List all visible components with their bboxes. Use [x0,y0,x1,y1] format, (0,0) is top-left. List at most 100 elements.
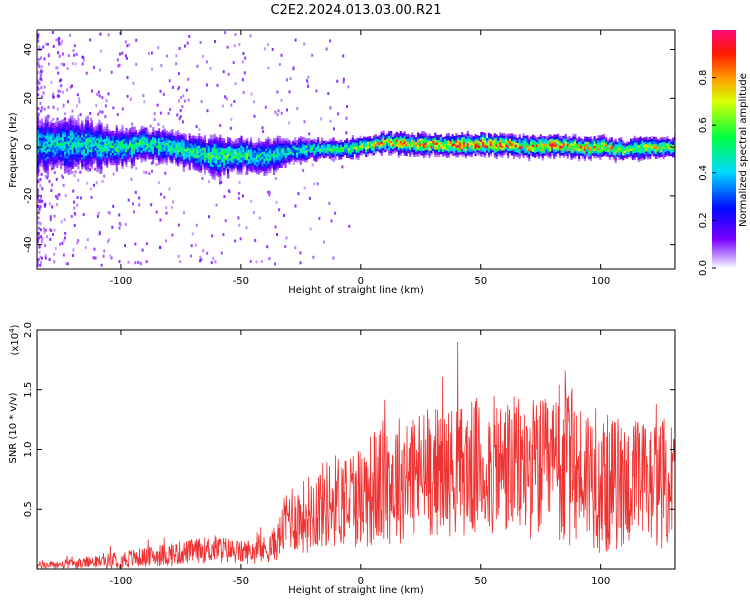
spectrogram-cell [211,149,214,153]
spectrogram-noise-cell [58,54,61,58]
spectrogram-cell [81,125,84,128]
spectrogram-cell [647,144,650,148]
spectrogram-cell [54,161,57,165]
spectrogram-cell [265,158,268,161]
spectrogram-cell [618,140,621,144]
spectrogram-cell [238,157,241,160]
spectrogram-cell [138,146,141,150]
spectrogram-cell [111,138,114,141]
spectrogram-cell [90,127,93,130]
spectrogram-cell [507,153,510,156]
spectrogram-cell [167,156,170,160]
spectrogram-cell [98,134,101,137]
spectrogram-cell [564,138,567,142]
spectrogram-cell [109,150,113,153]
spectrogram-cell [397,135,400,139]
spectrogram-cell [474,143,477,147]
spectrogram-cell [131,139,134,142]
spectrogram-cell [620,139,623,143]
spectrogram-noise-cell [53,171,56,175]
spectrogram-cell [161,151,164,155]
spectrogram-cell [144,142,147,145]
spectrogram-cell [509,143,512,146]
spectrogram-cell [161,139,164,143]
spectrogram-cell [148,139,151,143]
spectrogram-cell [205,167,209,170]
spectrogram-cell [299,140,303,144]
spectrogram-cell [138,134,141,137]
spectrogram-cell [159,149,162,152]
spectrogram-cell [92,161,95,164]
spectrogram-cell [179,144,182,148]
spectrogram-cell [290,151,293,155]
spectrogram-cell [88,156,91,160]
spectrogram-cell [242,147,245,150]
spectrogram-cell [505,139,508,143]
spectrogram-noise-cell [95,104,98,108]
spectrogram-cell [85,153,88,156]
spectrogram-cell [583,138,587,142]
spectrogram-noise-cell [37,233,39,236]
spectrogram-cell [367,141,370,145]
spectrogram-cell [232,161,235,164]
spectrogram-cell [633,155,636,158]
spectrogram-cell [65,136,68,139]
spectrogram-cell [75,146,78,150]
spectrogram-cell [349,154,352,157]
spectrogram-cell [530,148,533,152]
spectrogram-cell [282,143,285,146]
spectrogram-cell [77,164,80,167]
spectrogram-cell [608,140,611,143]
spectrogram-cell [198,155,201,158]
spectrogram-cell [227,153,230,157]
spectrogram-cell [512,134,516,137]
spectrogram-cell [146,151,149,154]
spectrogram-cell [104,129,107,132]
spectrogram-cell [516,137,519,141]
spectrogram-cell [219,134,222,138]
spectrogram-noise-cell [336,79,339,83]
spectrogram-cell [265,165,268,169]
spectrogram-cell [188,133,191,136]
spectrogram-noise-cell [138,196,141,200]
spectrogram-cell [545,136,548,139]
spectrogram-noise-cell [155,210,158,214]
spectrogram-cell [336,141,339,144]
spectrogram-cell [234,165,237,169]
spectrogram-cell [409,147,412,150]
spectrogram-cell [651,153,654,157]
spectrogram-noise-cell [348,224,351,228]
spectrogram-cell [207,148,210,151]
spectrogram-cell [445,138,448,141]
spectrogram-cell [441,149,445,152]
spectrogram-cell [516,140,519,143]
spectrogram-cell [200,163,203,166]
spectrogram-cell [416,149,420,153]
spectrogram-cell [159,144,162,147]
spectrogram-cell [171,153,174,157]
spectrogram-cell [344,145,347,148]
spectrogram-cell [395,149,398,152]
spectrogram-cell [393,148,397,151]
spectrogram-noise-cell [280,98,283,102]
spectrogram-cell [280,165,283,168]
spectrogram-cell [146,141,149,144]
spectrogram-cell [298,142,301,145]
spectrogram-cell [292,148,295,151]
spectrogram-cell [48,134,51,137]
spectrogram-cell [163,140,166,144]
spectrogram-cell [165,150,168,153]
spectrogram-cell [134,156,138,160]
spectrogram-cell [436,142,439,145]
spectrogram-cell [501,133,504,136]
spectrogram-cell [132,136,136,140]
spectrogram-cell [242,149,245,153]
spectrogram-noise-cell [141,248,144,252]
spectrogram-cell [209,163,212,167]
spectrogram-cell [415,144,418,147]
spectrogram-cell [649,146,652,150]
spectrogram-cell [96,164,99,168]
spectrogram-cell [652,139,656,142]
spectrogram-cell [393,138,397,141]
spectrogram-cell [88,161,91,165]
